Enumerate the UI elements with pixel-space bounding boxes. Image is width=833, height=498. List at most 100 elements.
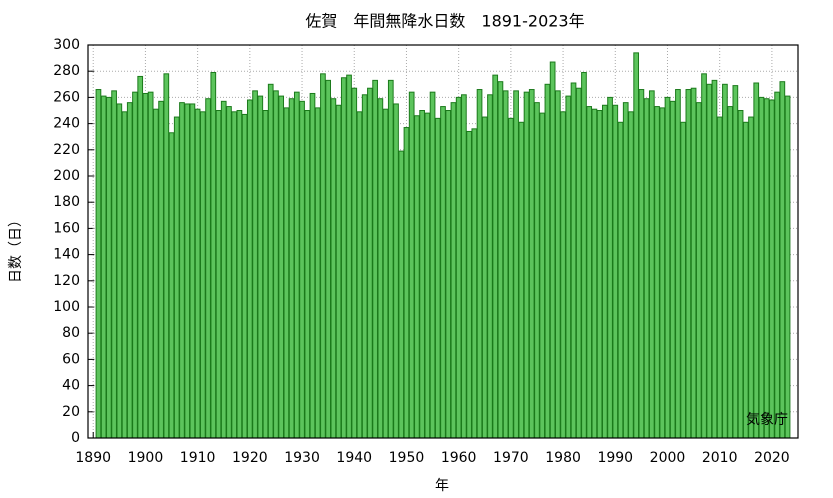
bar [205, 98, 211, 439]
x-tick-label: 1990 [597, 450, 633, 466]
bar [309, 92, 316, 439]
bar [179, 102, 185, 439]
bar [106, 96, 112, 439]
x-axis-label: 年 [435, 478, 449, 494]
bar [461, 94, 467, 439]
bar [549, 61, 556, 439]
bar [680, 121, 686, 439]
bar [763, 98, 770, 439]
bar [252, 90, 258, 439]
bar [367, 87, 373, 439]
bar [774, 91, 780, 439]
x-tick-label: 1890 [75, 450, 111, 466]
bar [534, 102, 540, 439]
bar [111, 90, 117, 439]
bar [633, 52, 640, 439]
bar [408, 91, 415, 439]
bar [340, 77, 347, 439]
bar [497, 81, 504, 439]
bar [335, 104, 342, 439]
y-tick-label: 220 [53, 142, 80, 158]
bar [440, 106, 446, 439]
bar [95, 89, 102, 439]
bar [320, 73, 326, 439]
x-tick-label: 2010 [702, 450, 738, 466]
bar [293, 91, 300, 439]
bar [414, 115, 420, 439]
bar [351, 87, 358, 439]
bar [121, 111, 128, 439]
plot-frame [87, 44, 799, 439]
bar [518, 121, 525, 439]
bar [654, 106, 660, 439]
bar [163, 73, 170, 439]
bar [314, 107, 321, 439]
bar [262, 110, 269, 439]
bar [382, 108, 389, 439]
bar [779, 81, 786, 439]
y-tick-label: 60 [62, 351, 80, 367]
bar [372, 79, 378, 439]
bar [701, 73, 707, 439]
bar [158, 100, 164, 439]
y-tick-label: 20 [62, 404, 80, 420]
bar [210, 72, 217, 439]
bar [273, 90, 279, 439]
bar [147, 91, 154, 439]
bar [601, 104, 608, 439]
bar [236, 110, 243, 439]
bar [455, 96, 462, 439]
y-tick-label: 140 [53, 247, 80, 263]
bar [659, 107, 666, 439]
bar [727, 106, 733, 439]
bar [560, 111, 566, 439]
bar [231, 111, 238, 439]
bar [769, 99, 775, 439]
bar [711, 79, 718, 439]
bar [539, 112, 546, 439]
bar [487, 94, 493, 439]
x-tick-label: 2000 [650, 450, 686, 466]
bar [153, 108, 159, 439]
bar [706, 83, 713, 439]
bar [528, 89, 535, 439]
bar [173, 116, 180, 439]
x-tick-label: 1930 [284, 450, 320, 466]
y-tick-label: 300 [53, 37, 80, 53]
bar [304, 110, 311, 439]
y-tick-label: 260 [53, 89, 80, 105]
y-tick-label: 200 [53, 168, 80, 184]
bar [168, 132, 175, 439]
annotation: 気象庁 [746, 412, 788, 428]
x-tick-label: 1940 [336, 450, 372, 466]
bar [570, 82, 577, 439]
bar [716, 116, 723, 439]
bar [429, 91, 436, 439]
bar [137, 75, 144, 439]
bar [643, 98, 650, 439]
y-tick-label: 40 [62, 378, 80, 394]
bar [445, 110, 452, 439]
bar [424, 112, 431, 439]
bar [492, 74, 499, 439]
bar [299, 100, 305, 439]
bar [481, 116, 488, 439]
bar [722, 83, 728, 439]
bar [784, 95, 791, 439]
bar [596, 110, 603, 439]
bar [675, 89, 681, 439]
bar [648, 90, 655, 439]
bar [132, 91, 138, 439]
bar [393, 103, 399, 439]
bar [419, 110, 425, 439]
bar [126, 102, 133, 439]
bar [737, 110, 744, 439]
bar [544, 83, 551, 439]
y-tick-label: 180 [53, 194, 80, 210]
bar [220, 100, 227, 439]
bar [356, 111, 363, 439]
x-tick-label: 2020 [754, 450, 790, 466]
bar [628, 111, 634, 439]
bar [434, 117, 441, 439]
